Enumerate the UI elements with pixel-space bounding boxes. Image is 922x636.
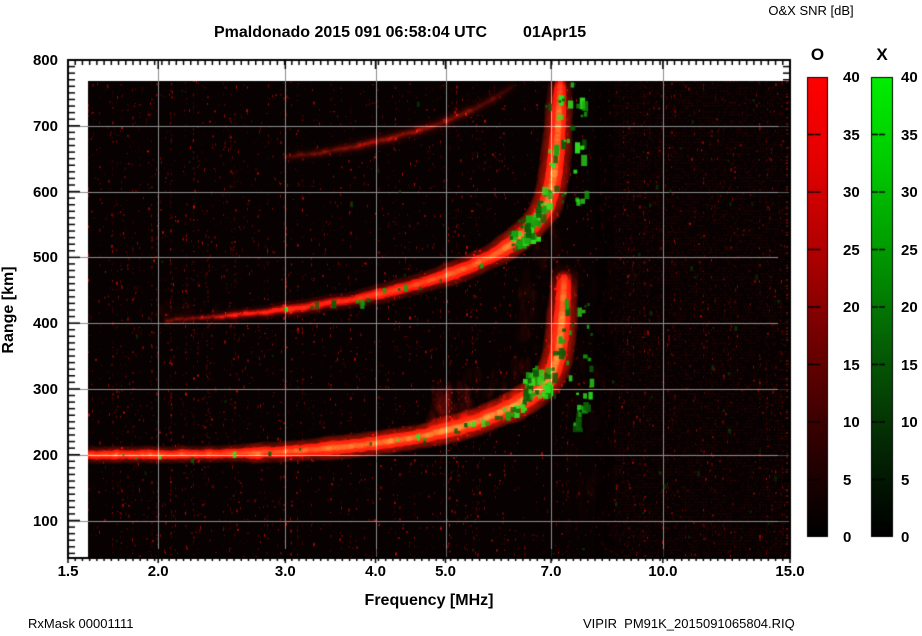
x-tick-label: 1.5 xyxy=(57,563,79,580)
colorbar-tick-label: 25 xyxy=(843,241,860,259)
colorbar-tick-label: 35 xyxy=(843,126,860,144)
y-tick-label: 200 xyxy=(32,446,58,464)
colorbar-tick-label: 25 xyxy=(901,241,918,259)
source-file-annotation: VIPIR PM91K_2015091065804.RIQ xyxy=(583,616,795,631)
colorbar-tick-label: 10 xyxy=(901,414,918,431)
colorbar-tick-label: 5 xyxy=(901,471,910,489)
plot-title-station-time: Pmaldonado 2015 091 06:58:04 UTC xyxy=(214,24,488,41)
plot-title-date: 01Apr15 xyxy=(523,24,587,41)
x-tick-label: 5.0 xyxy=(435,563,456,580)
colorbar-tick-label: 15 xyxy=(843,356,860,374)
y-tick-label: 700 xyxy=(32,117,58,135)
colorbar-tick-label: 40 xyxy=(901,69,918,86)
y-tick-label: 400 xyxy=(32,315,58,333)
y-tick-label: 100 xyxy=(32,512,58,530)
plot-title: Pmaldonado 2015 091 06:58:04 UTC 01Apr15 xyxy=(214,24,586,42)
colorbar-tick-label: 15 xyxy=(901,356,918,374)
colorbar-tick-label: 40 xyxy=(843,69,860,86)
colorbar-tick-label: 5 xyxy=(843,471,852,489)
x-tick-label: 4.0 xyxy=(365,563,386,580)
colorbar-x-header: X xyxy=(876,45,888,64)
x-tick-label: 2.0 xyxy=(147,563,169,580)
y-tick-label: 800 xyxy=(32,52,58,69)
colorbar-tick-label: 20 xyxy=(843,299,860,316)
x-tick-label: 15.0 xyxy=(775,563,805,580)
colorbar-tick-label: 0 xyxy=(901,529,910,546)
x-tick-label: 3.0 xyxy=(274,563,296,580)
rxmask-annotation: RxMask 00001111 xyxy=(28,616,134,631)
colorbar-tick-label: 0 xyxy=(843,529,852,546)
x-tick-label: 10.0 xyxy=(648,563,678,580)
colorbar-tick-label: 30 xyxy=(901,184,918,201)
colorbar-tick-label: 10 xyxy=(843,414,860,431)
y-tick-label: 300 xyxy=(32,380,58,398)
x-axis-label: Frequency [MHz] xyxy=(364,592,494,609)
colorbar-tick-label: 20 xyxy=(901,299,918,316)
x-tick-label: 7.0 xyxy=(540,563,562,580)
colorbar-title: O&X SNR [dB] xyxy=(768,3,854,18)
y-tick-label: 500 xyxy=(32,249,58,267)
colorbar-tick-label: 30 xyxy=(843,184,860,201)
y-tick-label: 600 xyxy=(32,183,58,201)
colorbar-o-header: O xyxy=(810,45,825,64)
colorbar-tick-label: 35 xyxy=(901,126,918,144)
